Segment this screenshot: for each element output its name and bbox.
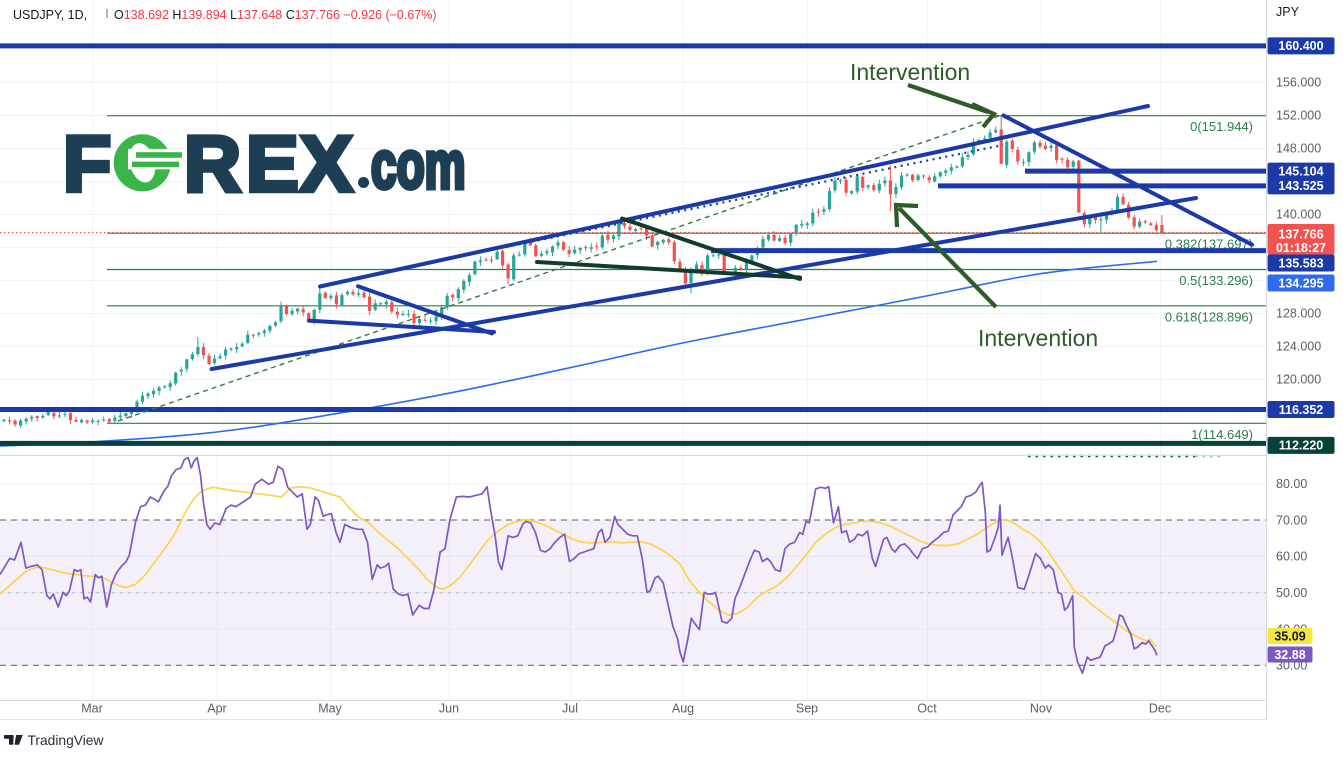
svg-text:com: com [371, 129, 466, 204]
svg-text:1(114.649): 1(114.649) [1191, 427, 1253, 442]
svg-text:112.220: 112.220 [1279, 439, 1324, 453]
svg-text:O138.692 H139.894 L137.648: O138.692 H139.894 L137.648 C137.766 −0.9… [114, 8, 437, 22]
svg-text:148.000: 148.000 [1276, 142, 1321, 156]
svg-text:E: E [246, 119, 299, 208]
svg-text:116.352: 116.352 [1279, 403, 1324, 417]
svg-text:135.583: 135.583 [1278, 256, 1323, 270]
svg-text:Mar: Mar [81, 702, 103, 716]
svg-text:32.88: 32.88 [1274, 648, 1305, 662]
svg-text:137.766: 137.766 [1278, 227, 1323, 241]
svg-text:Intervention: Intervention [978, 325, 1098, 351]
svg-text:Sep: Sep [796, 702, 818, 716]
svg-text:50.00: 50.00 [1276, 586, 1307, 600]
svg-text:152.000: 152.000 [1276, 109, 1321, 123]
svg-text:May: May [318, 702, 342, 716]
svg-text:01:18:27: 01:18:27 [1276, 241, 1326, 255]
svg-text:35.09: 35.09 [1274, 629, 1305, 643]
svg-text:120.000: 120.000 [1276, 373, 1321, 387]
svg-text:0.618(128.896): 0.618(128.896) [1165, 309, 1253, 324]
svg-text:USDJPY, 1D,: USDJPY, 1D, [13, 8, 87, 22]
svg-text:134.295: 134.295 [1278, 276, 1323, 290]
svg-text:0(151.944): 0(151.944) [1190, 119, 1253, 134]
svg-text:145.104: 145.104 [1278, 164, 1323, 178]
svg-text:143.525: 143.525 [1278, 179, 1323, 193]
svg-text:R: R [184, 119, 241, 208]
svg-text:Jul: Jul [562, 702, 578, 716]
svg-text:Dec: Dec [1149, 702, 1171, 716]
svg-text:0.382(137.697): 0.382(137.697) [1165, 237, 1253, 252]
svg-text:Intervention: Intervention [850, 59, 970, 85]
svg-text:F: F [63, 119, 111, 208]
svg-text:TradingView: TradingView [28, 733, 104, 748]
svg-text:Oct: Oct [917, 702, 937, 716]
svg-text:160.400: 160.400 [1278, 39, 1323, 53]
svg-text:X: X [300, 119, 353, 208]
svg-text:JPY: JPY [1276, 5, 1300, 19]
svg-text:Apr: Apr [207, 702, 226, 716]
svg-text:Aug: Aug [672, 702, 694, 716]
svg-text:70.00: 70.00 [1276, 513, 1307, 527]
svg-text:80.00: 80.00 [1276, 477, 1307, 491]
svg-text:140.000: 140.000 [1276, 208, 1321, 222]
svg-text:124.000: 124.000 [1276, 340, 1321, 354]
svg-text:0.5(133.296): 0.5(133.296) [1179, 273, 1253, 288]
svg-text:128.000: 128.000 [1276, 307, 1321, 321]
svg-text:Nov: Nov [1030, 702, 1053, 716]
svg-text:156.000: 156.000 [1276, 76, 1321, 90]
svg-text:60.00: 60.00 [1276, 550, 1307, 564]
svg-text:Jun: Jun [439, 702, 459, 716]
